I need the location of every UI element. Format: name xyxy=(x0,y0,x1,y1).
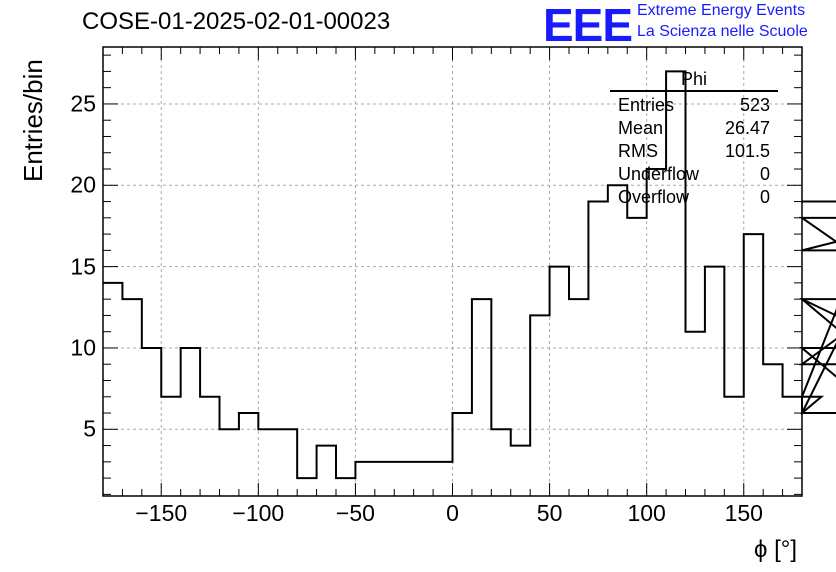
histogram-bin xyxy=(122,299,141,496)
histogram-bin xyxy=(783,397,802,496)
histogram-bin xyxy=(103,283,122,496)
histogram-bin xyxy=(588,202,607,496)
stats-value: 26.47 xyxy=(724,118,770,138)
histogram-bin xyxy=(414,462,433,496)
stats-row-entries: Entries 523 xyxy=(610,94,778,117)
histogram-bin xyxy=(453,413,472,496)
stats-value: 523 xyxy=(739,95,770,115)
histogram-bin xyxy=(763,364,782,496)
stats-value: 101.5 xyxy=(724,141,770,161)
axis-ticks xyxy=(102,47,803,496)
x-tick-label: −50 xyxy=(335,500,375,526)
histogram-bin xyxy=(550,267,569,496)
x-tick-label: 150 xyxy=(724,500,763,526)
stats-row-mean: Mean 26.47 xyxy=(610,117,778,140)
histogram-bin xyxy=(317,446,336,496)
histogram-bin xyxy=(491,429,510,496)
x-tick-label: 0 xyxy=(446,500,459,526)
stats-row-rms: RMS 101.5 xyxy=(610,140,778,163)
x-tick-label: 100 xyxy=(627,500,666,526)
histogram-bin xyxy=(220,429,239,496)
stats-value: 0 xyxy=(759,164,770,184)
histogram-bin xyxy=(336,478,355,496)
logo-line-2: La Scienza nelle Scuole xyxy=(637,23,808,40)
eee-logo: EEE xyxy=(543,0,633,51)
x-tick-label: 50 xyxy=(536,500,563,526)
histogram-bin xyxy=(355,462,374,496)
y-tick-label: 20 xyxy=(70,171,96,198)
histogram-bin xyxy=(686,332,705,496)
histogram-bin xyxy=(608,185,627,496)
stats-row-overflow: Overflow 0 xyxy=(610,186,778,209)
histogram-bin xyxy=(200,397,219,496)
histogram-bin xyxy=(161,397,180,496)
histogram-bin xyxy=(705,267,724,496)
stats-label: Entries xyxy=(618,95,675,115)
histogram-bin xyxy=(569,299,588,496)
x-axis-label: ϕ [°] xyxy=(754,536,798,563)
y-tick-label: 25 xyxy=(70,90,96,117)
histogram-bin xyxy=(511,446,530,496)
y-axis-label: Entries/bin xyxy=(18,59,48,182)
histogram-bin xyxy=(627,218,646,496)
histogram-bin xyxy=(724,397,743,496)
stats-label: Overflow xyxy=(618,187,690,207)
histogram-series xyxy=(103,70,836,496)
histogram-bin xyxy=(375,462,394,496)
x-tick-label: −150 xyxy=(135,500,188,526)
histogram-bin xyxy=(530,315,549,496)
y-tick-label: 15 xyxy=(70,253,96,280)
histogram-bin xyxy=(297,478,316,496)
histogram-bin xyxy=(472,299,491,496)
histogram-bin xyxy=(394,462,413,496)
histogram-bin xyxy=(181,348,200,496)
histogram-bin xyxy=(258,429,277,496)
stats-box-title: Phi xyxy=(610,68,778,92)
stats-box: Phi Entries 523 Mean 26.47 RMS 101.5 Und… xyxy=(610,68,778,209)
y-tick-label: 10 xyxy=(70,334,96,361)
histogram-bin xyxy=(433,462,452,496)
histogram-bin xyxy=(142,348,161,496)
logo-line-1: Extreme Energy Events xyxy=(637,2,806,19)
y-tick-label: 5 xyxy=(83,415,96,442)
histogram-bin xyxy=(278,429,297,496)
stats-value: 0 xyxy=(759,187,770,207)
stats-label: RMS xyxy=(618,141,658,161)
stats-row-underflow: Underflow 0 xyxy=(610,163,778,186)
stats-label: Underflow xyxy=(618,164,700,184)
histogram-bin xyxy=(647,169,666,496)
histogram-bin xyxy=(744,234,763,496)
stats-label: Mean xyxy=(618,118,664,138)
histogram-step-line xyxy=(103,70,836,480)
x-tick-label: −100 xyxy=(232,500,285,526)
histogram-bin xyxy=(239,413,258,496)
histogram-title: COSE-01-2025-02-01-00023 xyxy=(82,8,391,35)
